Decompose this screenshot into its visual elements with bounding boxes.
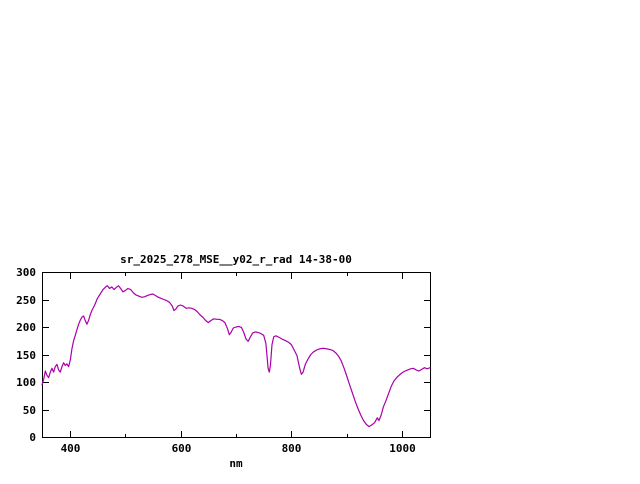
y-tick-label: 0 — [29, 431, 36, 444]
plot-border — [42, 272, 431, 438]
y-tick-label: 200 — [16, 321, 36, 334]
x-tick-label: 600 — [172, 442, 192, 455]
x-tick-label: 1000 — [389, 442, 416, 455]
x-tick-label: 400 — [61, 442, 81, 455]
plot-area: 400 600 800 1000 0 50 100 150 200 250 300 — [16, 266, 431, 455]
chart-title: sr_2025_278_MSE__y02_r_rad 14-38-00 — [120, 253, 352, 266]
x-tick-label: 800 — [282, 442, 302, 455]
y-tick-label: 250 — [16, 294, 36, 307]
x-axis-label: nm — [229, 457, 243, 470]
y-tick-label: 100 — [16, 376, 36, 389]
y-tick-label: 50 — [23, 404, 36, 417]
spectrum-line — [41, 285, 431, 428]
y-tick-label: 300 — [16, 266, 36, 279]
y-tick-label: 150 — [16, 349, 36, 362]
